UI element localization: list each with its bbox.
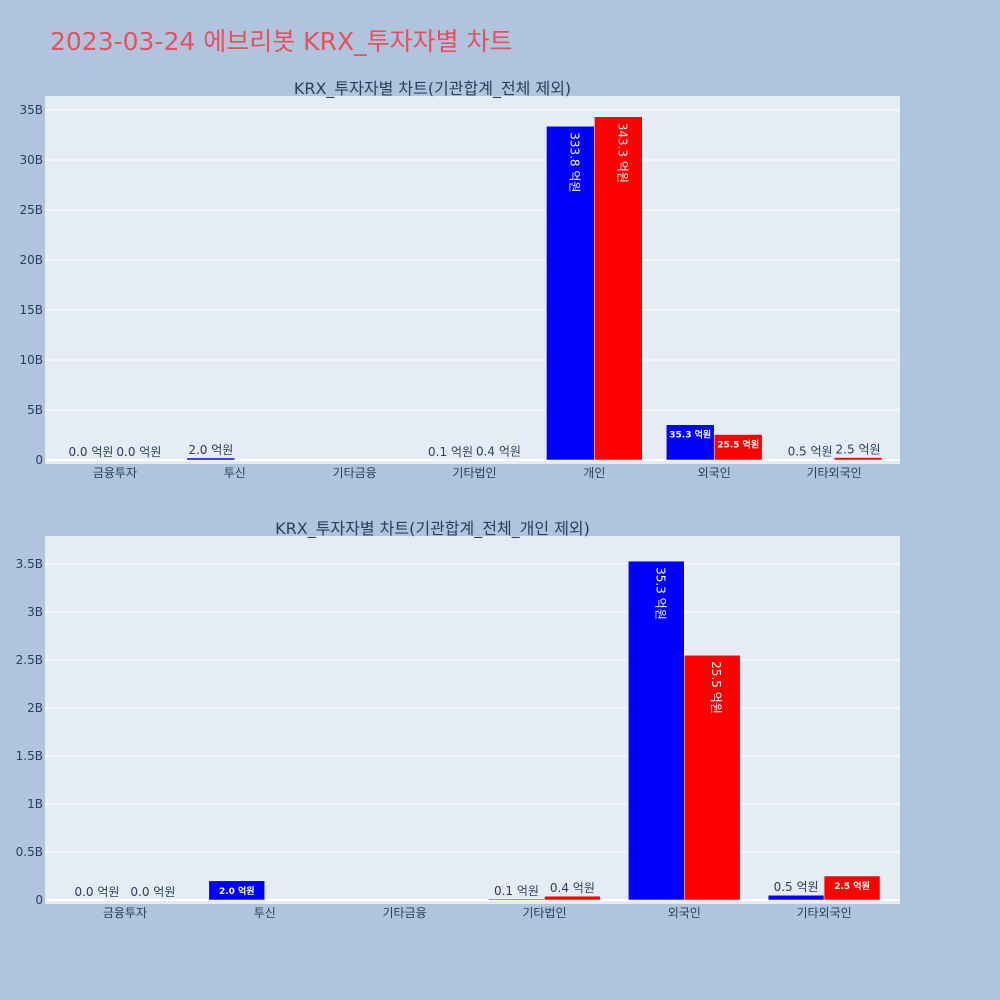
- x-tick-label: 기타법인: [452, 466, 496, 480]
- bar: [628, 560, 685, 901]
- data-label: 0.4 억원: [550, 881, 595, 895]
- x-tick-label: 기타법인: [522, 906, 566, 920]
- bar: [488, 898, 545, 901]
- chart-title: KRX_투자자별 차트(기관합계_전체 제외): [294, 79, 571, 99]
- bar: [546, 125, 595, 461]
- y-tick-label: 20B: [19, 253, 43, 267]
- y-tick-label: 10B: [19, 353, 43, 367]
- x-tick-label: 투신: [224, 466, 246, 480]
- data-label: 2.5 억원: [836, 443, 881, 457]
- bar: [208, 880, 265, 901]
- data-label: 0.0 억원: [74, 885, 119, 899]
- data-label: 0.1 억원: [428, 445, 473, 459]
- x-tick-label: 외국인: [668, 906, 701, 920]
- data-label: 0.1 억원: [494, 884, 539, 898]
- plot-area: [45, 96, 900, 464]
- y-tick-label: 5B: [27, 403, 43, 417]
- bar: [594, 116, 643, 461]
- data-label: 2.5 억원: [834, 880, 870, 892]
- x-tick-label: 기타금융: [333, 466, 377, 480]
- y-tick-label: 1.5B: [16, 749, 43, 763]
- bar: [767, 894, 825, 901]
- y-tick-label: 2.5B: [16, 653, 43, 667]
- data-label: 35.3 억원: [653, 567, 667, 620]
- data-label: 25.5 억원: [709, 661, 723, 714]
- chart-title: KRX_투자자별 차트(기관합계_전체_개인 제외): [275, 519, 590, 539]
- x-tick-label: 개인: [583, 466, 605, 480]
- chart-2: KRX_투자자별 차트(기관합계_전체_개인 제외) 0 0.5B 1B 1.5B 2B 2…: [16, 519, 900, 920]
- data-label: 35.3 억원: [669, 429, 711, 441]
- data-label: 0.0 억원: [116, 445, 161, 459]
- plot-area: [45, 536, 900, 904]
- y-tick-label: 2B: [27, 701, 43, 715]
- y-tick-label: 0: [35, 893, 43, 907]
- bar: [186, 457, 236, 461]
- data-label: 0.5 억원: [774, 880, 819, 894]
- bar: [823, 875, 881, 901]
- data-label: 333.8 억원: [567, 132, 581, 192]
- y-tick-label: 0: [35, 453, 43, 467]
- y-tick-label: 3.5B: [16, 557, 43, 571]
- data-label: 25.5 억원: [717, 439, 759, 451]
- y-tick-label: 30B: [19, 153, 43, 167]
- y-tick-label: 35B: [19, 103, 43, 117]
- data-label: 0.5 억원: [788, 445, 833, 459]
- y-tick-label: 3B: [27, 605, 43, 619]
- y-tick-label: 0.5B: [16, 845, 43, 859]
- x-tick-label: 금융투자: [93, 466, 137, 480]
- page-title: 2023-03-24 에브리봇 KRX_투자자별 차트: [50, 27, 513, 56]
- x-tick-label: 외국인: [698, 466, 731, 480]
- bar: [713, 434, 763, 461]
- y-tick-label: 15B: [19, 303, 43, 317]
- x-tick-label: 기타금융: [382, 906, 426, 920]
- data-label: 0.0 억원: [130, 885, 175, 899]
- bar: [666, 424, 715, 461]
- y-tick-label: 1B: [27, 797, 43, 811]
- data-label: 2.0 억원: [219, 885, 255, 897]
- bar: [684, 654, 741, 901]
- x-tick-label: 기타외국인: [806, 466, 861, 480]
- bar: [544, 895, 601, 901]
- x-tick-label: 금융투자: [103, 906, 147, 920]
- data-label: 343.3 억원: [615, 123, 629, 183]
- data-label: 0.4 억원: [476, 445, 521, 459]
- data-label: 0.0 억원: [68, 445, 113, 459]
- x-tick-label: 투신: [254, 906, 276, 920]
- chart-1: KRX_투자자별 차트(기관합계_전체 제외) 0 5B 10B 15B 20B 25B 30…: [19, 79, 900, 480]
- data-label: 2.0 억원: [188, 443, 233, 457]
- x-tick-label: 기타외국인: [796, 906, 851, 920]
- bar: [833, 457, 883, 461]
- bar: [785, 459, 835, 461]
- y-tick-label: 25B: [19, 203, 43, 217]
